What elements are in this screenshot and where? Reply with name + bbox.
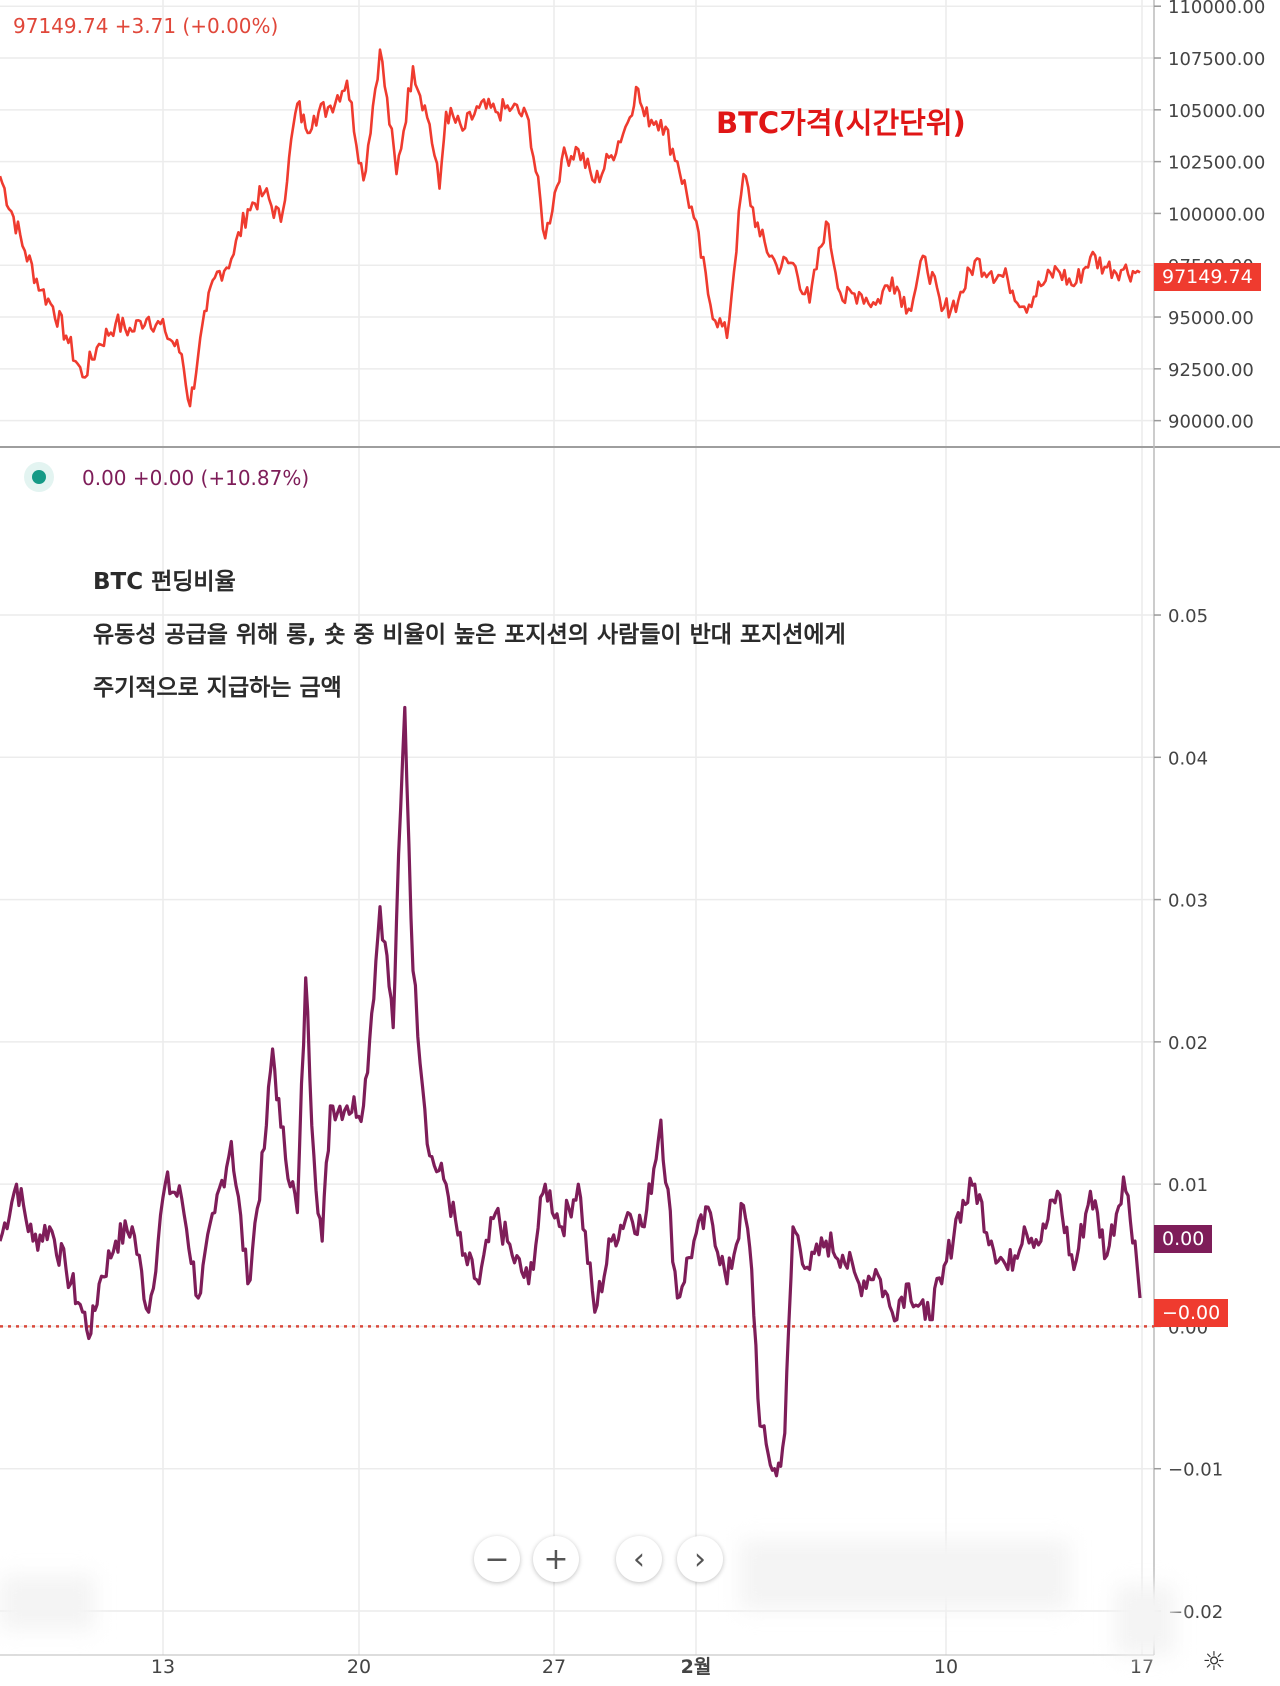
funding-rate-axis: 0.05 0.04 0.03 0.02 0.01 0.00 −0.01 −0.02 bbox=[1154, 606, 1223, 1623]
price-tick-label: 105000.00 bbox=[1168, 101, 1265, 122]
funding-legend: 0.00 +0.00 (+10.87%) bbox=[82, 466, 310, 490]
funding-rate-grid bbox=[0, 447, 1154, 1655]
funding-rate-line bbox=[0, 705, 1142, 1478]
time-axis: 13 20 27 2월 10 17 bbox=[151, 1656, 1154, 1678]
minus-icon: − bbox=[484, 1541, 510, 1577]
funding-tick-label: 0.03 bbox=[1168, 891, 1208, 912]
price-tick-label: 92500.00 bbox=[1168, 360, 1254, 381]
funding-tick-label: 0.02 bbox=[1168, 1033, 1208, 1054]
time-tick-label: 2월 bbox=[681, 1656, 712, 1678]
gear-icon[interactable]: ☼ bbox=[1202, 1647, 1226, 1677]
funding-annotation-line: 주기적으로 지급하는 금액 bbox=[93, 675, 342, 701]
funding-baseline-tag: −0.00 bbox=[1154, 1299, 1229, 1327]
price-tick-label: 110000.00 bbox=[1168, 0, 1265, 18]
price-tick-label: 100000.00 bbox=[1168, 204, 1265, 225]
btc-price-line bbox=[0, 48, 1141, 408]
zoom-in-button[interactable]: + bbox=[533, 1536, 579, 1582]
plus-icon: + bbox=[543, 1541, 569, 1577]
chevron-left-icon: ‹ bbox=[633, 1541, 645, 1577]
time-tick-label: 13 bbox=[151, 1656, 175, 1678]
funding-tick-label: −0.02 bbox=[1168, 1602, 1223, 1623]
blurred-watermark bbox=[0, 1575, 95, 1630]
funding-tick-label: 0.05 bbox=[1168, 606, 1208, 627]
funding-tick-label: −0.01 bbox=[1168, 1460, 1223, 1481]
funding-tick-label: 0.01 bbox=[1168, 1175, 1208, 1196]
funding-legend-dot-icon[interactable] bbox=[24, 462, 54, 492]
price-tick-label: 95000.00 bbox=[1168, 308, 1254, 329]
blurred-watermark bbox=[740, 1540, 1070, 1610]
time-tick-label: 17 bbox=[1130, 1656, 1154, 1678]
price-annotation: BTC가격(시간단위) bbox=[716, 106, 966, 140]
price-tick-label: 102500.00 bbox=[1168, 153, 1265, 174]
last-price-tag: 97149.74 bbox=[1154, 263, 1261, 291]
time-tick-label: 10 bbox=[934, 1656, 958, 1678]
funding-annotation-line: 유동성 공급을 위해 롱, 숏 중 비율이 높은 포지션의 사람들이 반대 포지… bbox=[93, 622, 846, 648]
zoom-out-button[interactable]: − bbox=[474, 1536, 520, 1582]
scroll-right-button[interactable]: › bbox=[677, 1536, 723, 1582]
price-legend: 97149.74 +3.71 (+0.00%) bbox=[13, 14, 279, 38]
blurred-watermark bbox=[1115, 1585, 1175, 1655]
price-axis: 110000.00 107500.00 105000.00 102500.00 1000… bbox=[1154, 0, 1265, 433]
price-tick-label: 90000.00 bbox=[1168, 412, 1254, 433]
price-grid bbox=[0, 0, 1154, 447]
funding-annotation-line: BTC 펀딩비율 bbox=[93, 569, 236, 595]
funding-tick-label: 0.04 bbox=[1168, 748, 1208, 769]
price-tick-label: 107500.00 bbox=[1168, 49, 1265, 70]
time-tick-label: 20 bbox=[347, 1656, 371, 1678]
time-tick-label: 27 bbox=[542, 1656, 566, 1678]
chevron-right-icon: › bbox=[694, 1541, 706, 1577]
scroll-left-button[interactable]: ‹ bbox=[616, 1536, 662, 1582]
funding-last-value-tag: 0.00 bbox=[1154, 1225, 1213, 1253]
